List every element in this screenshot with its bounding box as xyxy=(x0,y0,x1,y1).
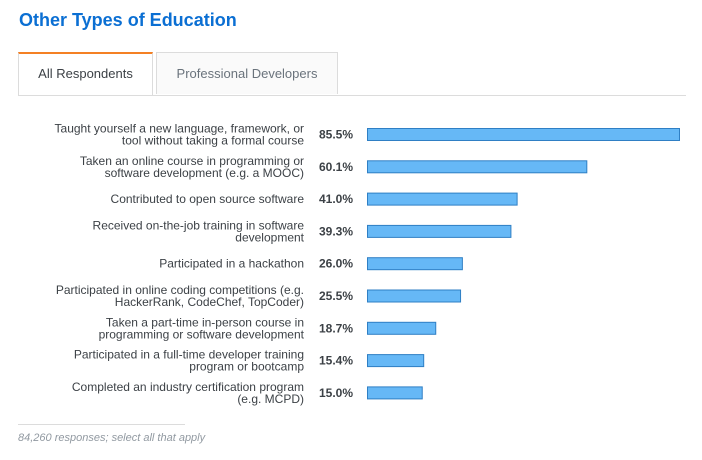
category-label-line: Contributed to open source software xyxy=(111,192,305,206)
category-label-line: tool without taking a formal course xyxy=(122,134,304,148)
bar[interactable] xyxy=(367,224,512,238)
category-label: Received on-the-job training in software… xyxy=(93,218,305,244)
bar[interactable] xyxy=(367,128,680,141)
value-label: 85.5% xyxy=(319,128,353,142)
category-label-line: program or bootcamp xyxy=(189,360,304,374)
bar[interactable] xyxy=(367,160,588,174)
category-label: Participated in online coding competitio… xyxy=(56,283,304,309)
category-label: Taught yourself a new language, framewor… xyxy=(55,122,305,148)
category-label: Participated in a full-time developer tr… xyxy=(74,348,304,374)
tab-professional-developers[interactable]: Professional Developers xyxy=(156,52,338,94)
bar[interactable] xyxy=(367,257,463,271)
category-label-line: (e.g. MCPD) xyxy=(237,392,304,406)
footnote-divider xyxy=(18,424,185,425)
value-label: 41.0% xyxy=(319,192,353,206)
category-label-line: programming or software development xyxy=(99,327,305,341)
category-label-line: Taught yourself a new language, framewor… xyxy=(55,122,304,136)
respondent-tabs: All Respondents Professional Developers xyxy=(18,52,686,96)
bar[interactable] xyxy=(367,321,437,335)
category-label: Taken a part-time in-person course in pro… xyxy=(99,315,305,341)
category-label-line: Participated in online coding competitio… xyxy=(56,283,304,297)
category-label-line: Completed an industry certification prog… xyxy=(72,380,304,394)
category-label-line: software development (e.g. a MOOC) xyxy=(105,166,304,180)
category-label-line: Received on-the-job training in software xyxy=(93,218,305,232)
value-label: 15.0% xyxy=(319,386,353,400)
category-label-line: development xyxy=(235,230,304,244)
category-label: Contributed to open source software xyxy=(111,192,305,206)
value-label: 18.7% xyxy=(319,321,353,335)
bar[interactable] xyxy=(367,289,462,303)
page-title: Other Types of Education xyxy=(19,10,237,30)
education-bar-chart: Taught yourself a new language, framewor… xyxy=(55,122,680,406)
category-label: Taken an online course in programming or… xyxy=(80,154,304,180)
bar[interactable] xyxy=(367,354,425,368)
value-label: 25.5% xyxy=(319,289,353,303)
category-label: Participated in a hackathon xyxy=(159,257,304,271)
category-label-line: HackerRank, CodeChef, TopCoder) xyxy=(115,295,304,309)
value-label: 39.3% xyxy=(319,224,353,238)
category-label-line: Taken an online course in programming or xyxy=(80,154,304,168)
value-label: 26.0% xyxy=(319,257,353,271)
category-label-line: Participated in a full-time developer tr… xyxy=(74,348,304,362)
category-label-line: Participated in a hackathon xyxy=(159,257,304,271)
tab-all-respondents[interactable]: All Respondents xyxy=(18,52,153,95)
value-label: 60.1% xyxy=(319,160,353,174)
value-label: 15.4% xyxy=(319,354,353,368)
response-count-note: 84,260 responses; select all that apply xyxy=(18,432,206,444)
category-label: Completed an industry certification prog… xyxy=(72,380,304,406)
category-label-line: Taken a part-time in-person course in xyxy=(106,315,304,329)
bar[interactable] xyxy=(367,386,423,400)
bar[interactable] xyxy=(367,192,518,206)
